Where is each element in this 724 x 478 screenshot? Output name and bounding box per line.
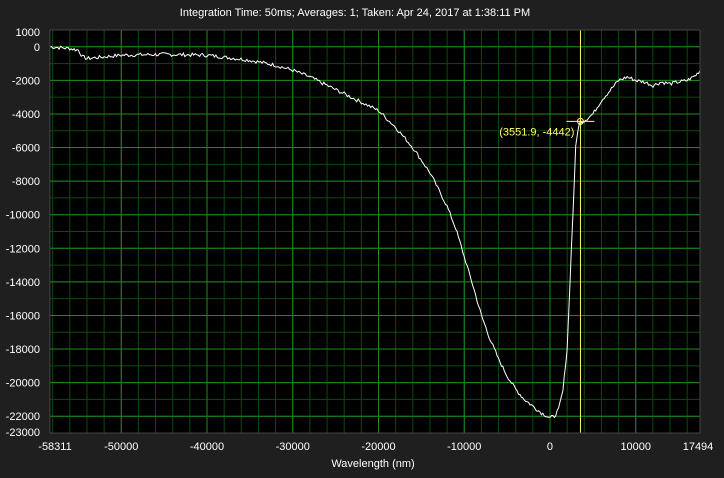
y-tick-label: 1000 bbox=[16, 27, 40, 39]
x-tick-label: -20000 bbox=[361, 441, 395, 453]
major-grid bbox=[50, 30, 700, 433]
x-tick-label: -50000 bbox=[104, 441, 138, 453]
y-tick-label: -4000 bbox=[12, 109, 40, 121]
x-axis-ticks: -58311 -50000 -40000 -30000 -20000 -10000 0 100… bbox=[38, 441, 713, 453]
x-axis-title: Wavelength (nm) bbox=[331, 458, 414, 470]
x-tick-label: -58311 bbox=[38, 441, 71, 453]
y-tick-label: -14000 bbox=[6, 277, 40, 289]
x-tick-label: 0 bbox=[547, 441, 553, 453]
y-tick-label: -20000 bbox=[6, 378, 40, 390]
y-axis-ticks: 1000 0 -2000 -4000 -6000 -8000 -10000 -12000 -14… bbox=[6, 27, 40, 439]
y-tick-label: 0 bbox=[34, 42, 40, 54]
y-tick-label: -8000 bbox=[12, 176, 40, 188]
x-tick-label: -40000 bbox=[190, 441, 224, 453]
x-tick-label: 10000 bbox=[620, 441, 651, 453]
y-tick-label: -6000 bbox=[12, 143, 40, 155]
cursor[interactable]: (3551.9, -4442) bbox=[499, 30, 595, 433]
plot-border bbox=[49, 29, 701, 434]
y-tick-label: -23000 bbox=[6, 427, 40, 439]
y-tick-label: -2000 bbox=[12, 75, 40, 87]
y-tick-label: -22000 bbox=[6, 411, 40, 423]
y-tick-label: -18000 bbox=[6, 344, 40, 356]
y-tick-label: -12000 bbox=[6, 243, 40, 255]
y-tick-label: -10000 bbox=[6, 210, 40, 222]
spectrum-trace bbox=[49, 45, 701, 419]
x-tick-label: 17494 bbox=[683, 441, 714, 453]
x-tick-label: -30000 bbox=[276, 441, 310, 453]
cursor-readout: (3551.9, -4442) bbox=[499, 126, 574, 138]
y-tick-label: -16000 bbox=[6, 310, 40, 322]
chart-title: Integration Time: 50ms; Averages: 1; Tak… bbox=[180, 7, 530, 19]
cursor-marker bbox=[576, 117, 584, 125]
x-tick-label: -10000 bbox=[447, 441, 481, 453]
